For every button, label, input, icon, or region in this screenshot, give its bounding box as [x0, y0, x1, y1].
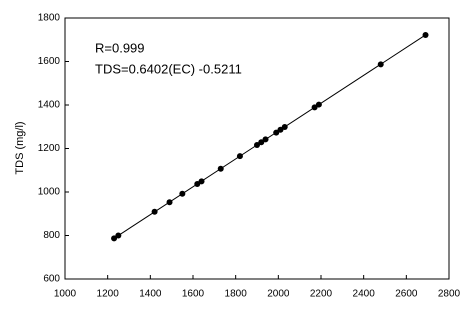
x-tick-label: 2600 [395, 289, 418, 300]
point [315, 101, 322, 108]
point [115, 232, 122, 239]
point [273, 129, 280, 136]
y-tick-label: 1800 [38, 13, 61, 24]
point [262, 136, 269, 143]
x-tick-label: 1000 [54, 289, 77, 300]
annotation: R=0.999 [95, 40, 145, 55]
x-tick-label: 1400 [139, 289, 162, 300]
point [166, 199, 173, 206]
x-tick-label: 1800 [225, 289, 248, 300]
annotation: TDS=0.6402(EC) -0.5211 [95, 61, 242, 76]
y-tick-label: 600 [43, 274, 60, 285]
point [377, 61, 384, 68]
x-tick-label: 2200 [310, 289, 333, 300]
x-tick-label: 2800 [438, 289, 461, 300]
x-tick-label: 1200 [97, 289, 120, 300]
y-tick-label: 1200 [38, 143, 61, 154]
y-tick-label: 800 [43, 230, 60, 241]
x-tick-label: 1600 [182, 289, 205, 300]
point [422, 31, 429, 38]
y-tick-label: 1000 [38, 187, 61, 198]
fit-line [113, 34, 426, 239]
y-tick-label: 1600 [38, 56, 61, 67]
point [281, 123, 288, 130]
point [236, 153, 243, 160]
y-axis-label: TDS (mg/l) [14, 121, 26, 174]
point [217, 165, 224, 172]
point [258, 139, 265, 146]
y-tick-label: 1400 [38, 100, 61, 111]
point [151, 208, 158, 215]
point [254, 142, 260, 149]
x-tick-label: 2000 [267, 289, 290, 300]
point [311, 104, 318, 111]
x-tick-label: 2400 [353, 289, 376, 300]
point [198, 178, 205, 185]
point [277, 126, 284, 133]
point [179, 190, 186, 197]
point [111, 235, 118, 242]
